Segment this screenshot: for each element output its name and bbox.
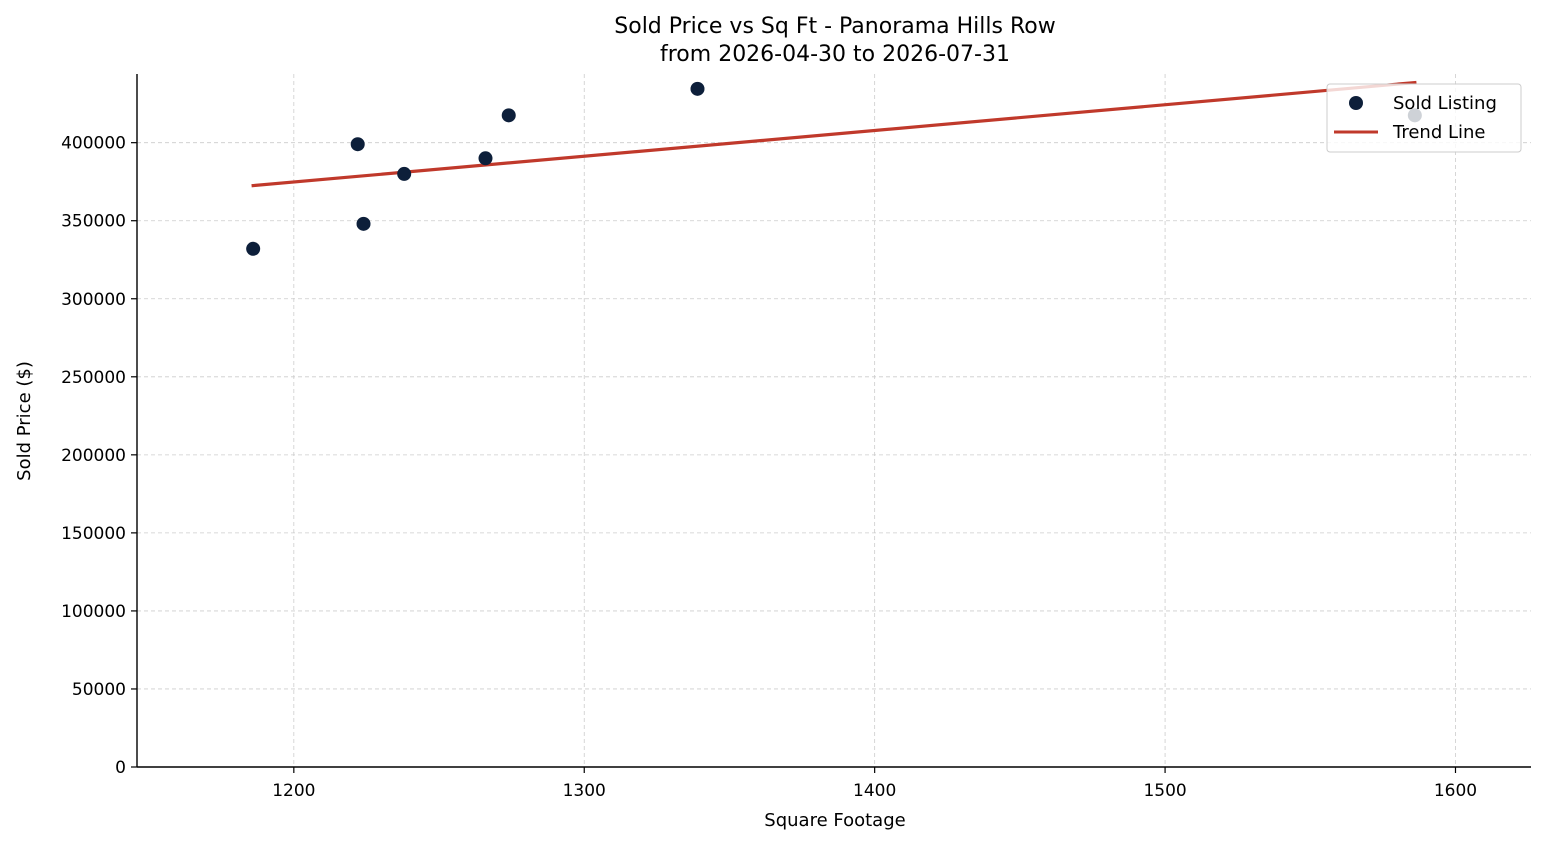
chart-subtitle: from 2026-04-30 to 2026-07-31 (660, 42, 1010, 67)
y-tick-label: 300000 (61, 290, 126, 310)
data-point (501, 108, 516, 123)
legend-box (1326, 83, 1522, 153)
axes (136, 74, 1531, 768)
x-ticks: 1200 1300 1400 1500 1600 (272, 767, 1477, 801)
chart-title: Sold Price vs Sq Ft - Panorama Hills Row (614, 14, 1055, 39)
legend-label-trend-line: Trend Line (1392, 122, 1486, 143)
y-tick-label: 350000 (61, 212, 126, 232)
x-tick-label: 1200 (272, 781, 315, 801)
data-point (246, 241, 261, 256)
data-point (397, 166, 412, 181)
trend-line (251, 80, 1417, 188)
x-tick-label: 1300 (563, 781, 606, 801)
legend-label-sold-listing: Sold Listing (1393, 93, 1497, 114)
data-point (690, 81, 705, 96)
y-tick-label: 100000 (61, 602, 126, 622)
grid (137, 74, 1531, 767)
x-tick-label: 1500 (1143, 781, 1186, 801)
y-tick-label: 400000 (61, 134, 126, 154)
data-point (356, 216, 371, 231)
x-tick-label: 1600 (1434, 781, 1477, 801)
y-tick-label: 50000 (72, 680, 126, 700)
y-axis-label: Sold Price ($) (14, 361, 35, 481)
y-ticks: 0 50000 100000 150000 200000 250000 300000 3500… (61, 134, 137, 778)
trend-line-layer (251, 80, 1417, 188)
legend: Sold Listing Trend Line (1326, 83, 1522, 153)
legend-marker-sold-listing (1349, 96, 1363, 110)
y-tick-label: 150000 (61, 524, 126, 544)
y-tick-label: 200000 (61, 446, 126, 466)
y-tick-label: 0 (115, 758, 126, 778)
data-point (478, 151, 493, 166)
y-tick-label: 250000 (61, 368, 126, 388)
x-tick-label: 1400 (853, 781, 896, 801)
data-points (246, 81, 1422, 256)
data-point (350, 137, 365, 152)
x-axis-label: Square Footage (764, 810, 905, 831)
